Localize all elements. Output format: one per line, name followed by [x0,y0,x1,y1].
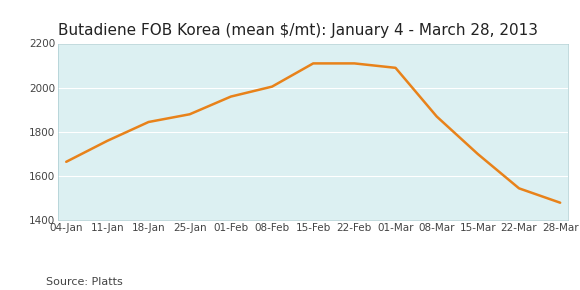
Text: Source: Platts: Source: Platts [46,277,123,287]
Text: Butadiene FOB Korea (mean $/mt): January 4 - March 28, 2013: Butadiene FOB Korea (mean $/mt): January… [58,23,538,38]
